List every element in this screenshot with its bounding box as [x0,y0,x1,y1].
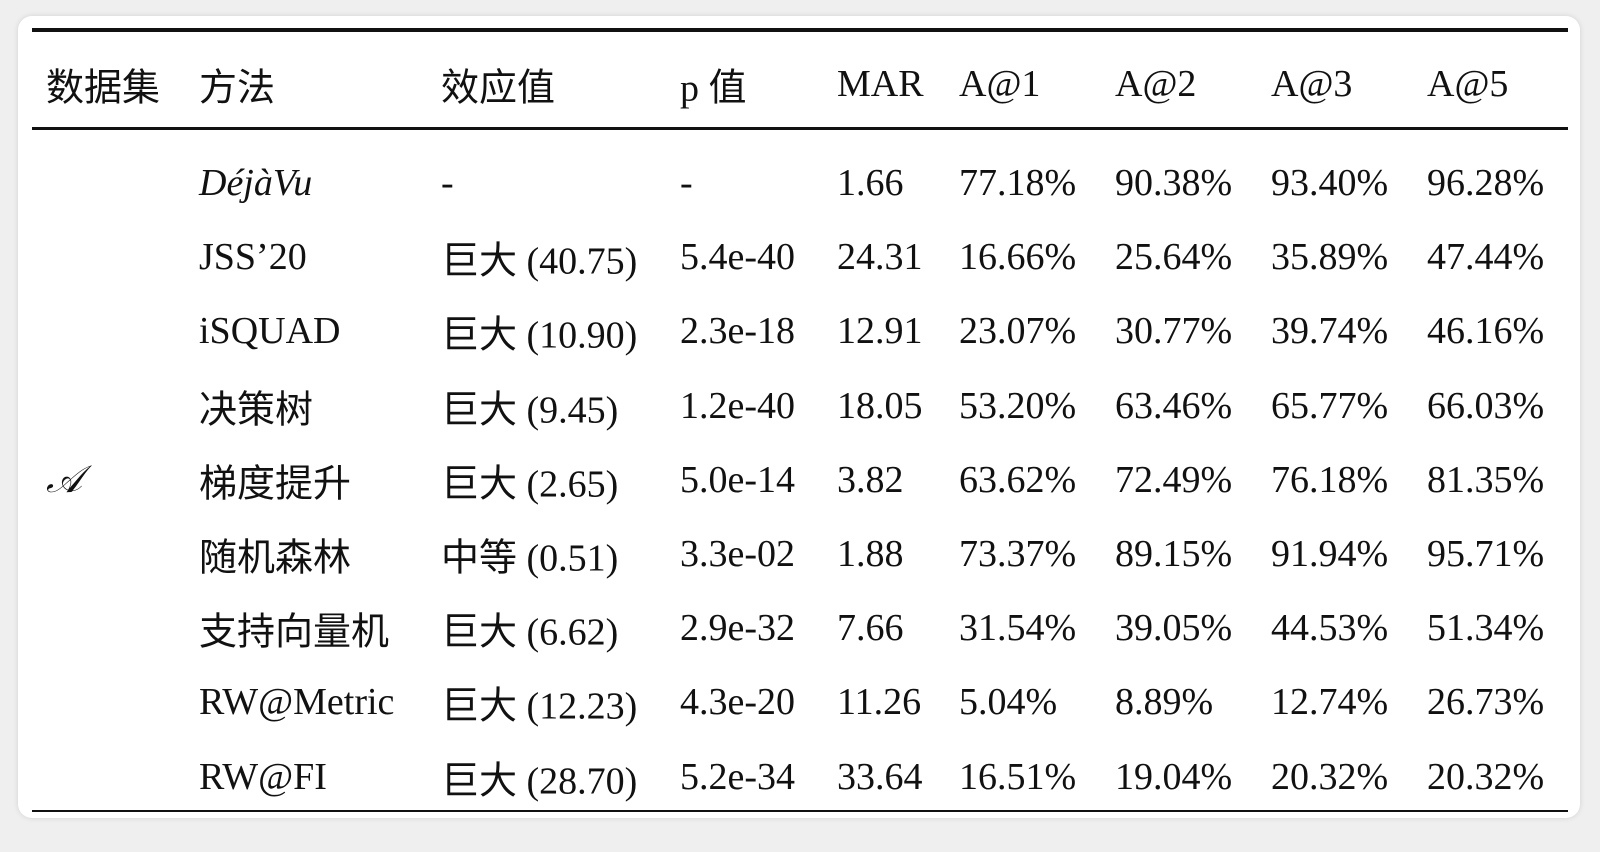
value-cell: 91.94% [1271,533,1389,575]
header-cell: 效应值 [441,67,556,110]
value-cell: 16.66% [959,236,1077,279]
header-cell: A@1 [959,63,1041,105]
value-cell: 44.53% [1271,607,1389,650]
method-cell: 支持向量机 [199,611,390,654]
header-cell: 方法 [199,67,276,110]
header-cell: 数据集 [46,67,161,110]
value-cell: 53.20% [959,384,1077,427]
method-cell: RW@Metric [199,681,395,724]
value-cell: 5.04% [959,681,1058,724]
value-cell: 巨大 (10.90) [441,314,638,357]
value-cell: 63.46% [1115,384,1233,427]
value-cell: 73.37% [959,533,1077,575]
value-cell: 8.89% [1115,681,1214,724]
value-cell: 76.18% [1271,458,1389,501]
value-cell: 47.44% [1427,236,1545,279]
value-cell: 63.62% [959,458,1077,501]
value-cell: 巨大 (9.45) [441,389,619,432]
method-cell: RW@FI [199,755,327,798]
value-cell: 39.05% [1115,607,1233,650]
value-cell: 1.2e-40 [680,384,796,427]
value-cell: 7.66 [837,607,904,650]
value-cell: 20.32% [1271,755,1389,798]
method-cell: 随机森林 [199,537,352,580]
value-cell: 12.91 [837,310,923,353]
header-rule [32,127,1568,130]
method-cell: iSQUAD [199,310,341,353]
value-cell: 46.16% [1427,310,1545,353]
value-cell: 巨大 (6.62) [441,611,619,654]
value-cell: 66.03% [1427,384,1545,427]
value-cell: 30.77% [1115,310,1233,353]
method-cell: 梯度提升 [199,463,352,506]
value-cell: 巨大 (2.65) [441,463,619,506]
value-cell: 5.2e-34 [680,755,796,798]
value-cell: 81.35% [1427,458,1545,501]
value-cell: 1.88 [837,533,904,575]
value-cell: 3.3e-02 [680,533,796,575]
value-cell: 51.34% [1427,607,1545,650]
method-cell: JSS’20 [199,236,307,279]
value-cell: 5.4e-40 [680,236,796,279]
value-cell: 巨大 (40.75) [441,240,638,283]
value-cell: 巨大 (28.70) [441,760,638,803]
value-cell: 72.49% [1115,458,1233,501]
value-cell: 11.26 [837,681,922,724]
method-cell: 决策树 [199,389,314,432]
value-cell: 23.07% [959,310,1077,353]
header-cell: MAR [837,63,924,105]
value-cell: 中等 (0.51) [441,537,619,580]
value-cell: 77.18% [959,162,1077,204]
dataset-cell: 𝒜 [46,458,82,501]
value-cell: 65.77% [1271,384,1389,427]
value-cell: 96.28% [1427,162,1545,204]
header-cell: A@3 [1271,63,1353,105]
value-cell: 89.15% [1115,533,1233,575]
value-cell: 1.66 [837,162,904,204]
value-cell: 35.89% [1271,236,1389,279]
value-cell: 2.9e-32 [680,607,796,650]
value-cell: 95.71% [1427,533,1545,575]
value-cell: 18.05 [837,384,923,427]
header-cell: A@5 [1427,63,1509,105]
value-cell: 24.31 [837,236,923,279]
table-card: 数据集 方法 效应值 p 值 MAR A@1 A@2 A@3 A@5 DéjàVu - - 1.66 77… [18,16,1580,818]
value-cell: 5.0e-14 [680,458,796,501]
value-cell: 31.54% [959,607,1077,650]
value-cell: 19.04% [1115,755,1233,798]
value-cell: 93.40% [1271,162,1389,204]
value-cell: 39.74% [1271,310,1389,353]
value-cell: 12.74% [1271,681,1389,724]
method-cell: DéjàVu [199,162,313,204]
value-cell: 26.73% [1427,681,1545,724]
header-cell: p 值 [680,67,747,110]
value-cell: 16.51% [959,755,1077,798]
header-cell: A@2 [1115,63,1197,105]
value-cell: 90.38% [1115,162,1233,204]
value-cell: - [441,162,454,204]
value-cell: 25.64% [1115,236,1233,279]
value-cell: 2.3e-18 [680,310,796,353]
value-cell: 3.82 [837,458,904,501]
value-cell: 20.32% [1427,755,1545,798]
top-rule [32,28,1568,32]
bottom-rule [32,810,1568,812]
value-cell: 4.3e-20 [680,681,796,724]
value-cell: 33.64 [837,755,923,798]
value-cell: 巨大 (12.23) [441,685,638,728]
value-cell: - [680,162,693,204]
